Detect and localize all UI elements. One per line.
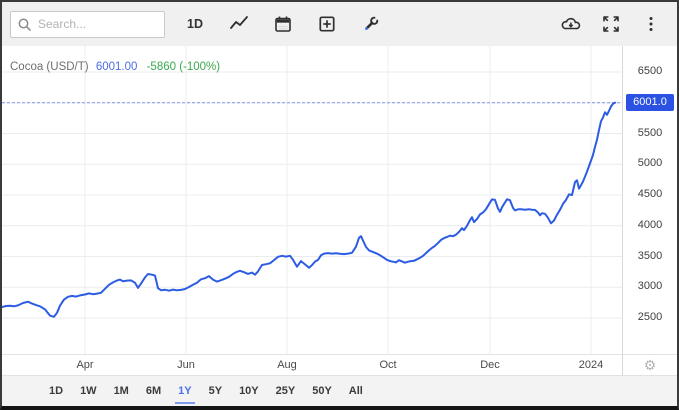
- x-axis-label: Aug: [277, 359, 297, 371]
- toolbar: 1D: [2, 2, 677, 46]
- range-button-all[interactable]: All: [348, 382, 364, 400]
- chart-legend: Cocoa (USD/T) 6001.00 -5860 (-100%): [10, 61, 220, 73]
- x-axis-label: Jun: [177, 359, 195, 371]
- more-menu-button[interactable]: [635, 8, 667, 40]
- x-axis-label: Dec: [480, 359, 500, 371]
- compare-add-icon: [319, 16, 335, 32]
- download-cloud-icon: [561, 17, 581, 30]
- range-button-6m[interactable]: 6M: [145, 382, 162, 400]
- range-button-50y[interactable]: 50Y: [311, 382, 333, 400]
- download-cloud-button[interactable]: [555, 8, 587, 40]
- search-icon: [18, 18, 32, 31]
- x-axis-label: 2024: [578, 359, 604, 371]
- y-axis-label: 2500: [637, 311, 663, 323]
- current-price-badge: 6001.0: [626, 94, 674, 111]
- range-button-10y[interactable]: 10Y: [238, 382, 260, 400]
- range-button-1y[interactable]: 1Y: [175, 382, 196, 404]
- y-axis-label: 3000: [637, 280, 663, 292]
- price-chart-svg[interactable]: [2, 46, 622, 354]
- y-axis-label: 4500: [637, 188, 663, 200]
- search-input[interactable]: [11, 11, 164, 37]
- plot-area[interactable]: Cocoa (USD/T) 6001.00 -5860 (-100%) Apr J…: [2, 46, 622, 375]
- y-axis[interactable]: 6001.0 6500 5500 5000 4500 4000 3500 3000 2500 …: [622, 46, 677, 375]
- legend-change: -5860 (-100%): [146, 61, 221, 73]
- interval-button[interactable]: 1D: [179, 8, 211, 40]
- range-button-1d[interactable]: 1D: [48, 382, 64, 400]
- fullscreen-icon: [603, 16, 619, 32]
- settings-wrench-icon: [365, 15, 380, 30]
- range-button-5y[interactable]: 5Y: [208, 382, 223, 400]
- calendar-button[interactable]: [267, 8, 299, 40]
- range-button-1w[interactable]: 1W: [79, 382, 98, 400]
- y-axis-labels: 6001.0 6500 5500 5000 4500 4000 3500 3000 2500: [623, 46, 677, 354]
- chart-area: Cocoa (USD/T) 6001.00 -5860 (-100%) Apr J…: [2, 46, 677, 375]
- x-axis[interactable]: Apr Jun Aug Oct Dec 2024: [2, 354, 622, 375]
- legend-symbol: Cocoa (USD/T): [10, 61, 89, 73]
- range-button-1m[interactable]: 1M: [113, 382, 130, 400]
- y-axis-label: 4000: [637, 219, 663, 231]
- calendar-icon: [275, 16, 291, 32]
- x-axis-label: Oct: [379, 359, 397, 371]
- gear-icon[interactable]: ⚙: [643, 357, 657, 373]
- line-style-button[interactable]: [223, 8, 255, 40]
- settings-wrench-button[interactable]: [355, 8, 387, 40]
- more-menu-icon: [649, 17, 653, 31]
- fullscreen-button[interactable]: [595, 8, 627, 40]
- line-style-icon: [230, 16, 248, 29]
- range-bar: 1D 1W 1M 6M 1Y 5Y 10Y 25Y 50Y All: [2, 375, 677, 406]
- y-axis-label: 3500: [637, 250, 663, 262]
- compare-add-button[interactable]: [311, 8, 343, 40]
- search-box[interactable]: [10, 10, 165, 38]
- legend-price: 6001.00: [95, 61, 138, 73]
- y-axis-label: 5000: [637, 157, 663, 169]
- y-axis-label: 6500: [637, 65, 663, 77]
- y-axis-label: 5500: [637, 127, 663, 139]
- axis-corner: ⚙: [623, 354, 677, 375]
- range-button-25y[interactable]: 25Y: [275, 382, 297, 400]
- x-axis-label: Apr: [76, 359, 94, 371]
